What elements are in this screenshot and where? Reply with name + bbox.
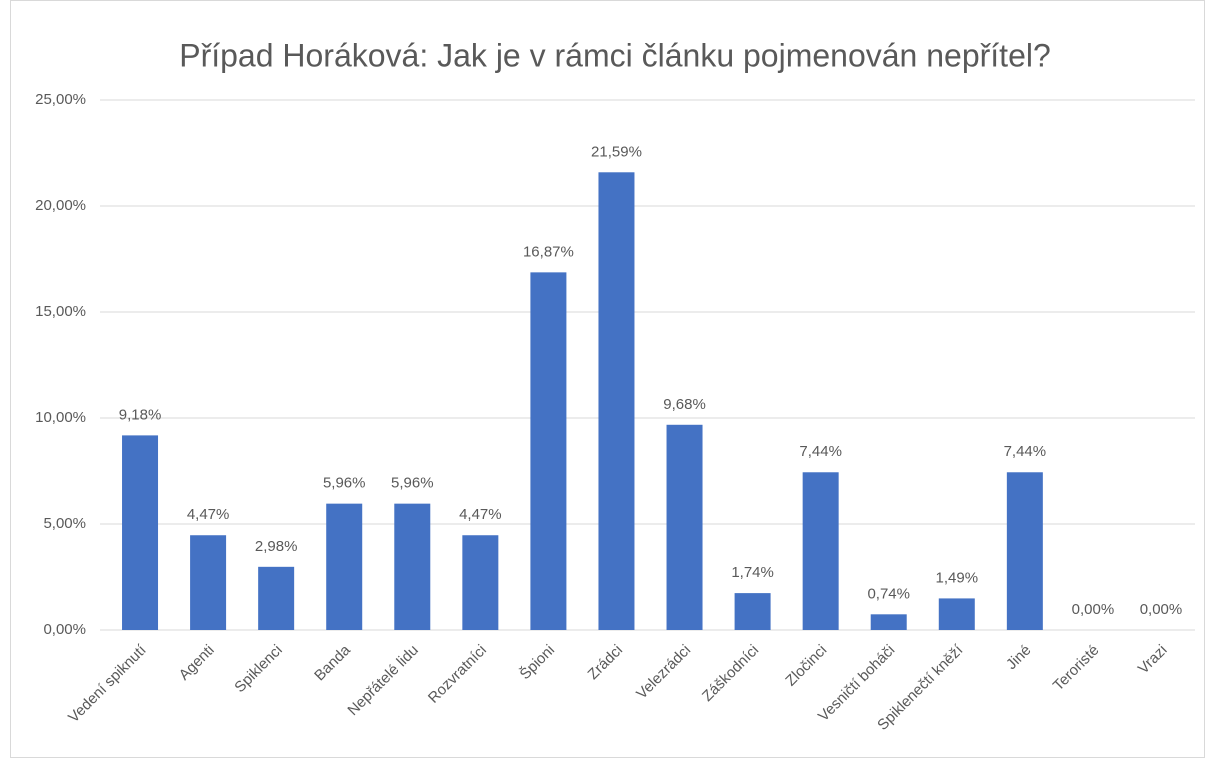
value-label: 4,47% [187,506,230,523]
value-label: 0,00% [1072,601,1115,618]
y-tick-label: 10,00% [35,409,86,426]
bar [734,593,771,630]
value-label: 5,96% [391,475,434,492]
value-label: 7,44% [799,443,842,460]
bar [1006,472,1043,630]
value-label: 1,49% [936,569,979,586]
bar [870,614,907,630]
bar [394,503,431,630]
y-tick-label: 15,00% [35,303,86,320]
value-label: 1,74% [731,564,774,581]
value-label: 4,47% [459,506,502,523]
bar [326,503,363,630]
bar [802,472,839,630]
value-label: 7,44% [1004,443,1047,460]
bar [258,566,295,630]
bar [190,535,227,630]
bar [666,424,703,630]
chart-title: Případ Horáková: Jak je v rámci článku p… [179,37,1051,73]
y-tick-label: 5,00% [43,515,86,532]
value-label: 5,96% [323,475,366,492]
value-label: 16,87% [523,243,574,260]
value-label: 0,00% [1140,601,1183,618]
value-label: 21,59% [591,143,642,160]
y-tick-label: 20,00% [35,197,86,214]
bar [598,172,635,631]
value-label: 9,68% [663,396,706,413]
y-tick-label: 0,00% [43,621,86,638]
value-label: 9,18% [119,406,162,423]
bar [122,435,159,630]
value-label: 2,98% [255,538,298,555]
bar [938,598,975,630]
y-tick-label: 25,00% [35,91,86,108]
bar [530,272,567,630]
value-label: 0,74% [867,585,910,602]
bar [462,535,499,630]
